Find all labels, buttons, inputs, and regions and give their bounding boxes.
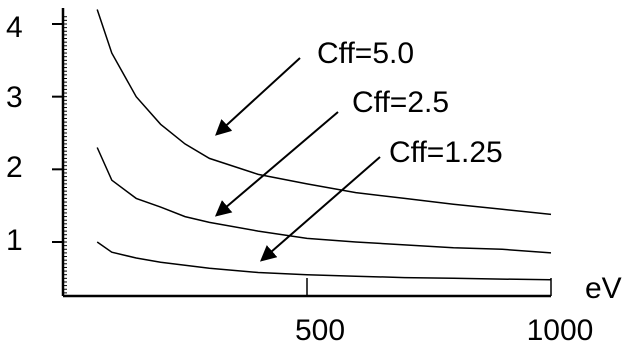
x-tick-label-1000: 1000 <box>527 314 594 347</box>
arrow-cff-2-5 <box>214 111 339 217</box>
annotation-cff-2-5: Cff=2.5 <box>352 86 449 119</box>
annotation-cff-1-25: Cff=1.25 <box>389 136 503 169</box>
y-tick-label-3: 3 <box>6 81 23 114</box>
y-tick-label-2: 2 <box>6 151 23 184</box>
arrow-cff-5-0 <box>215 57 301 136</box>
series-line-cff-1-25 <box>96 241 552 281</box>
y-minor-ticks <box>63 16 67 294</box>
x-axis-label: eV <box>585 272 622 305</box>
arrow-cff-1-25 <box>259 156 381 262</box>
y-tick-label-1: 1 <box>6 224 23 257</box>
y-tick-label-4: 4 <box>6 11 23 44</box>
annotation-cff-5-0: Cff=5.0 <box>317 37 414 70</box>
y-major-ticks <box>52 22 63 243</box>
x-tick-label-500: 500 <box>295 314 345 347</box>
series-line-cff-5-0 <box>96 9 552 216</box>
series-line-cff-2-5 <box>96 147 552 254</box>
x-major-ticks <box>306 278 552 296</box>
